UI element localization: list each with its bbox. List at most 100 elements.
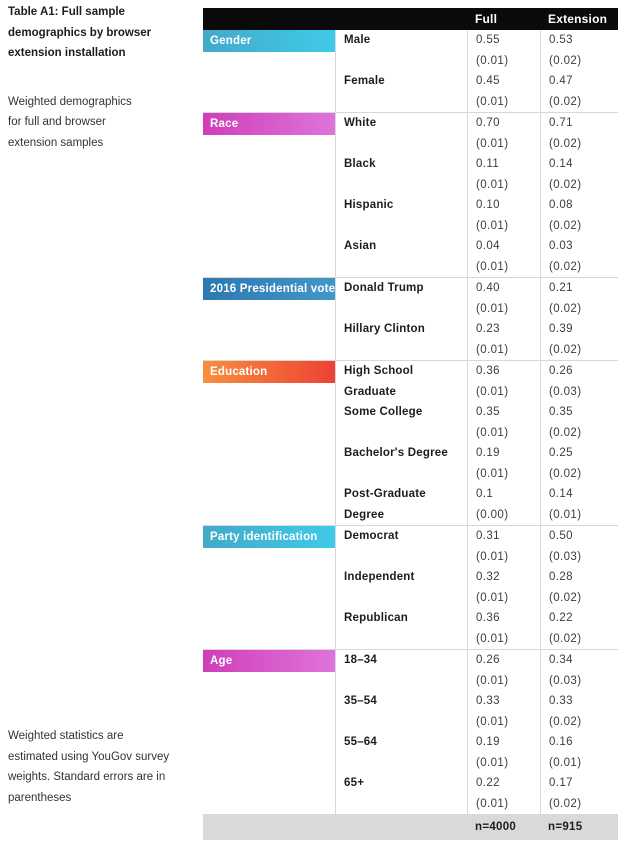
margin-captions: Table A1: Full sample demographics by br… <box>8 2 198 153</box>
se-extension: (0.01) <box>549 756 582 769</box>
row-label: Female <box>344 75 385 87</box>
row-label: 18–34 <box>344 654 377 666</box>
row-label: 55–64 <box>344 736 377 748</box>
value-extension: 0.25 <box>549 447 573 459</box>
value-full: 0.04 <box>476 240 500 252</box>
label-column: Male Female <box>335 30 467 112</box>
se-full: (0.01) <box>476 302 509 315</box>
row-label: Black <box>344 158 376 170</box>
se-extension: (0.03) <box>549 550 582 563</box>
row-label: Male <box>344 34 371 46</box>
se-extension: (0.02) <box>549 797 582 810</box>
value-full: 0.33 <box>476 695 500 707</box>
table-caption-note: Weighted statistics are estimated using … <box>8 730 170 804</box>
label-column: 18–34 35–54 55–64 65+ <box>335 650 467 814</box>
value-full: 0.40 <box>476 282 500 294</box>
sample-size-full: n=4000 <box>475 821 517 833</box>
se-extension: (0.02) <box>549 426 582 439</box>
se-full: (0.01) <box>476 797 509 810</box>
row-label: Post-Graduate Degree <box>344 488 426 521</box>
full-column: 0.26 (0.01) 0.33 (0.01) 0.19 (0.01) 0.22 (0.01) <box>467 650 540 814</box>
row-label: 35–54 <box>344 695 377 707</box>
se-extension: (0.03) <box>549 674 582 687</box>
se-extension: (0.02) <box>549 632 582 645</box>
value-full: 0.19 <box>476 736 500 748</box>
se-full: (0.01) <box>476 343 509 356</box>
se-full: (0.01) <box>476 467 509 480</box>
sample-size-extension: n=915 <box>548 821 583 833</box>
value-full: 0.11 <box>476 158 500 170</box>
value-extension: 0.53 <box>549 34 573 46</box>
table-section: Race White Black Hispanic Asian 0.70 (0.01) 0.1… <box>203 112 618 277</box>
se-extension: (0.03) <box>549 385 582 398</box>
value-extension: 0.08 <box>549 199 573 211</box>
se-extension: (0.02) <box>549 467 582 480</box>
full-column: 0.55 (0.01) 0.45 (0.01) <box>467 30 540 112</box>
table-caption-title: Table A1: Full sample demographics by br… <box>8 6 152 59</box>
row-label: Some College <box>344 406 423 418</box>
se-extension: (0.02) <box>549 302 582 315</box>
value-extension: 0.26 <box>549 365 573 377</box>
table-caption-subtitle: Weighted demographics for full and brows… <box>8 95 132 149</box>
table-body: Gender Male Female 0.55 (0.01) 0.45 (0.01) 0.53… <box>203 30 618 814</box>
row-label: High School Graduate <box>344 365 414 398</box>
se-extension: (0.02) <box>549 260 582 273</box>
category-badge: Gender <box>203 30 335 52</box>
se-extension: (0.01) <box>549 508 582 521</box>
extension-column: 0.50 (0.03) 0.28 (0.02) 0.22 (0.02) <box>540 526 618 649</box>
value-extension: 0.34 <box>549 654 573 666</box>
category-cell: Education <box>203 361 335 525</box>
se-extension: (0.02) <box>549 137 582 150</box>
se-extension: (0.02) <box>549 715 582 728</box>
se-full: (0.01) <box>476 260 509 273</box>
se-extension: (0.02) <box>549 591 582 604</box>
extension-column: 0.34 (0.03) 0.33 (0.02) 0.16 (0.01) 0.17 (0.02) <box>540 650 618 814</box>
se-extension: (0.02) <box>549 54 582 67</box>
category-badge: 2016 Presidential vote <box>203 278 335 300</box>
label-column: Donald Trump Hillary Clinton <box>335 278 467 360</box>
table-section: Gender Male Female 0.55 (0.01) 0.45 (0.01) 0.53… <box>203 30 618 112</box>
row-label: Republican <box>344 612 408 624</box>
value-extension: 0.50 <box>549 530 573 542</box>
value-full: 0.70 <box>476 117 500 129</box>
se-full: (0.01) <box>476 674 509 687</box>
value-extension: 0.28 <box>549 571 573 583</box>
footer-spacer-category <box>203 815 335 840</box>
row-label: Asian <box>344 240 377 252</box>
value-full: 0.35 <box>476 406 500 418</box>
value-extension: 0.71 <box>549 117 573 129</box>
value-extension: 0.33 <box>549 695 573 707</box>
se-full: (0.01) <box>476 95 509 108</box>
se-full: (0.01) <box>476 54 509 67</box>
row-label: White <box>344 117 377 129</box>
value-extension: 0.14 <box>549 158 573 170</box>
extension-column: 0.26 (0.03) 0.35 (0.02) 0.25 (0.02) 0.14 (0.01) <box>540 361 618 525</box>
label-column: High School Graduate Some College Bachelor… <box>335 361 467 525</box>
value-extension: 0.39 <box>549 323 573 335</box>
footer-spacer-label <box>335 815 467 840</box>
extension-column: 0.21 (0.02) 0.39 (0.02) <box>540 278 618 360</box>
value-extension: 0.14 <box>549 488 573 500</box>
category-badge: Education <box>203 361 335 383</box>
value-extension: 0.22 <box>549 612 573 624</box>
table-section: Education High School Graduate Some Colleg… <box>203 360 618 525</box>
se-full: (0.01) <box>476 219 509 232</box>
se-full: (0.01) <box>476 385 509 398</box>
se-full: (0.00) <box>476 508 509 521</box>
value-extension: 0.35 <box>549 406 573 418</box>
se-extension: (0.02) <box>549 343 582 356</box>
se-full: (0.01) <box>476 756 509 769</box>
value-extension: 0.21 <box>549 282 573 294</box>
se-full: (0.01) <box>476 426 509 439</box>
label-column: White Black Hispanic Asian <box>335 113 467 277</box>
value-full: 0.36 <box>476 365 500 377</box>
header-spacer-category <box>203 8 335 30</box>
se-full: (0.01) <box>476 591 509 604</box>
category-cell: Race <box>203 113 335 277</box>
full-column: 0.36 (0.01) 0.35 (0.01) 0.19 (0.01) 0.1 (0.00) <box>467 361 540 525</box>
se-full: (0.01) <box>476 715 509 728</box>
se-full: (0.01) <box>476 178 509 191</box>
value-full: 0.22 <box>476 777 500 789</box>
value-full: 0.36 <box>476 612 500 624</box>
